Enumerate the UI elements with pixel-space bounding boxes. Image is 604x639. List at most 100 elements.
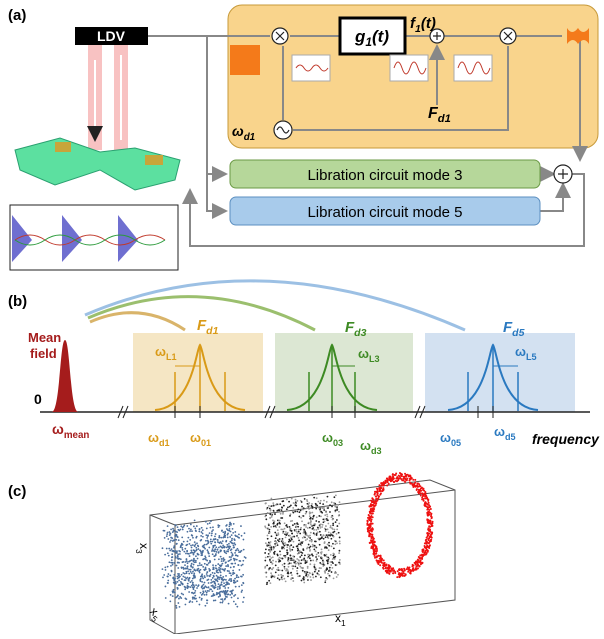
cloud-point xyxy=(192,571,194,573)
cloud-point xyxy=(317,531,319,533)
cloud-point xyxy=(412,567,414,569)
cloud-point xyxy=(429,541,431,543)
cloud-point xyxy=(304,554,306,556)
frequency-tick-label: ωd5 xyxy=(494,424,516,442)
cloud-point xyxy=(278,540,280,542)
cloud-point xyxy=(297,500,299,502)
cloud-point xyxy=(328,542,330,544)
cloud-point xyxy=(395,472,397,474)
cloud-point xyxy=(333,502,335,504)
cloud-point xyxy=(369,542,371,544)
cloud-point xyxy=(321,558,323,560)
cloud-point xyxy=(270,509,272,511)
cloud-point xyxy=(224,593,226,595)
cloud-point xyxy=(231,539,233,541)
cloud-point xyxy=(397,479,399,481)
cloud-point xyxy=(430,539,432,541)
cloud-point xyxy=(284,542,286,544)
cloud-point xyxy=(223,586,225,588)
cloud-point xyxy=(282,540,284,542)
cloud-point xyxy=(211,595,213,597)
cloud-point xyxy=(291,574,293,576)
cloud-point xyxy=(181,574,183,576)
cloud-point xyxy=(308,508,310,510)
cloud-point xyxy=(420,559,422,561)
cloud-point xyxy=(317,528,319,530)
cloud-point xyxy=(317,527,319,529)
cloud-point xyxy=(203,587,205,589)
cloud-point xyxy=(366,520,368,522)
cloud-point xyxy=(369,516,371,518)
cloud-point xyxy=(306,548,308,550)
cloud-point xyxy=(386,479,388,481)
cloud-point xyxy=(213,539,215,541)
cloud-point xyxy=(210,579,212,581)
cloud-point xyxy=(329,511,331,513)
cloud-point xyxy=(211,550,213,552)
cloud-point xyxy=(235,603,237,605)
cloud-point xyxy=(221,598,223,600)
cloud-point xyxy=(190,571,192,573)
point-clouds xyxy=(162,472,434,609)
cloud-point xyxy=(284,566,286,568)
cloud-point xyxy=(224,551,226,553)
cloud-point xyxy=(312,507,314,509)
cloud-point xyxy=(316,554,318,556)
cloud-point xyxy=(301,506,303,508)
cloud-point xyxy=(206,579,208,581)
cloud-point xyxy=(293,536,295,538)
cloud-point xyxy=(323,509,325,511)
cloud-point xyxy=(208,547,210,549)
cloud-point xyxy=(274,513,276,515)
cloud-point xyxy=(329,527,331,529)
cloud-point xyxy=(330,564,332,566)
cloud-point xyxy=(283,578,285,580)
symbol: ω xyxy=(440,430,451,445)
cloud-point xyxy=(421,487,423,489)
cloud-point xyxy=(303,582,305,584)
cloud-point xyxy=(288,501,290,503)
cloud-point xyxy=(167,538,169,540)
argument: (t) xyxy=(421,15,436,32)
cloud-point xyxy=(187,562,189,564)
cloud-point xyxy=(301,501,303,503)
cloud-point xyxy=(241,589,243,591)
cloud-point xyxy=(409,475,411,477)
cloud-point xyxy=(381,562,383,564)
cloud-point xyxy=(427,512,429,514)
cloud-point xyxy=(232,528,234,530)
cloud-point xyxy=(163,530,165,532)
cloud-point xyxy=(169,550,171,552)
cloud-point xyxy=(330,525,332,527)
cloud-point xyxy=(307,535,309,537)
cloud-point xyxy=(289,515,291,517)
cloud-point xyxy=(185,587,187,589)
cloud-point xyxy=(186,525,188,527)
cloud-point xyxy=(287,572,289,574)
cloud-point xyxy=(266,583,268,585)
cloud-point xyxy=(240,565,242,567)
cloud-point xyxy=(319,538,321,540)
cloud-point xyxy=(418,483,420,485)
cloud-point xyxy=(197,558,199,560)
cloud-point xyxy=(185,598,187,600)
cloud-point xyxy=(317,501,319,503)
cloud-point xyxy=(192,559,194,561)
cloud-point xyxy=(291,520,293,522)
cloud-point xyxy=(196,525,198,527)
cloud-point xyxy=(275,545,277,547)
cloud-point xyxy=(279,550,281,552)
cloud-point xyxy=(177,536,179,538)
cloud-point xyxy=(206,571,208,573)
cloud-point xyxy=(181,567,183,569)
cloud-point xyxy=(427,506,429,508)
cloud-point xyxy=(234,531,236,533)
cloud-point xyxy=(312,516,314,518)
cloud-point xyxy=(225,579,227,581)
cloud-point xyxy=(197,548,199,550)
cloud-point xyxy=(428,547,430,549)
cloud-point xyxy=(184,579,186,581)
cloud-point xyxy=(287,510,289,512)
cloud-point xyxy=(325,510,327,512)
cloud-point xyxy=(299,562,301,564)
